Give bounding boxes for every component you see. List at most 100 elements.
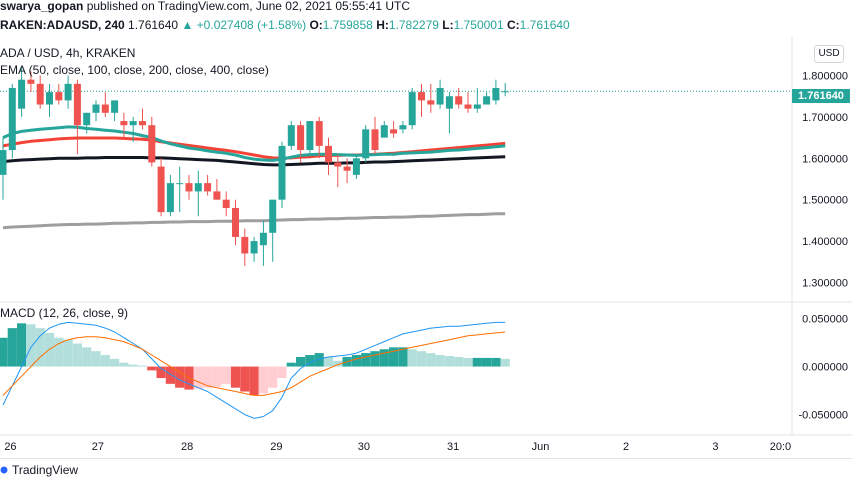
- macd-histogram-bar: [314, 353, 324, 367]
- symbol-label: RAKEN:ADAUSD, 240: [0, 18, 125, 32]
- candle-body: [157, 166, 165, 213]
- macd-histogram-bar: [277, 366, 287, 379]
- candle-body: [148, 125, 156, 163]
- time-tick-label: 30: [358, 441, 370, 453]
- candle-body: [408, 92, 416, 126]
- low-label: L:: [442, 18, 454, 32]
- candle-body: [222, 199, 230, 208]
- macd-histogram-bar: [323, 356, 334, 367]
- candle-body: [36, 83, 44, 105]
- footer-brand[interactable]: TradingView: [12, 463, 79, 477]
- macd-histogram-bar: [203, 366, 213, 388]
- price-tick-label: 1.700000: [802, 112, 848, 124]
- macd-histogram-bar: [54, 337, 64, 367]
- tradingview-logo-icon: [0, 466, 8, 474]
- macd-histogram-bar: [389, 347, 399, 367]
- time-tick-label: 27: [92, 441, 104, 453]
- candle-body: [492, 87, 500, 101]
- time-tick-label: 29: [270, 441, 282, 453]
- open-label: O:: [309, 18, 323, 32]
- macd-histogram-bar: [82, 347, 92, 367]
- macd-histogram-bar: [258, 366, 268, 394]
- candle-body: [343, 166, 351, 171]
- candle-body: [129, 121, 137, 126]
- macd-histogram-bar: [165, 366, 175, 384]
- macd-histogram-bar: [100, 355, 110, 367]
- candle-body: [325, 145, 332, 163]
- time-tick-label: 20:0: [770, 441, 791, 453]
- author-name[interactable]: swarya_gopan: [0, 0, 84, 13]
- macd-histogram-bar: [212, 366, 222, 387]
- macd-histogram-bar: [305, 355, 315, 367]
- candle-body: [352, 158, 360, 175]
- currency-badge[interactable]: USD: [814, 45, 844, 63]
- footer: TradingView: [0, 458, 852, 486]
- macd-histogram-bar: [379, 349, 389, 367]
- candle-body: [73, 83, 81, 126]
- high-value: 1.782279: [388, 18, 439, 32]
- candle-body: [194, 183, 202, 192]
- macd-histogram-bar: [351, 355, 361, 367]
- candle-body: [464, 104, 472, 109]
- macd-tick-label: 0.050000: [802, 314, 848, 326]
- macd-histogram-bar: [426, 353, 436, 367]
- candle-body: [334, 162, 342, 167]
- candle-body: [46, 92, 53, 105]
- macd-line: [2, 321, 506, 419]
- ema-legend: EMA (50, close, 100, close, 200, close, …: [0, 63, 269, 77]
- candle-body: [287, 125, 295, 146]
- macd-histogram-bar: [128, 364, 138, 367]
- macd-histogram-bar: [137, 365, 148, 367]
- candle-body: [418, 92, 425, 101]
- macd-histogram-bar: [333, 360, 343, 367]
- macd-histogram-bar: [361, 353, 371, 367]
- macd-histogram-bar: [156, 366, 166, 379]
- high-label: H:: [376, 18, 389, 32]
- chart-title: ADA / USD, 4h, KRAKEN: [0, 46, 136, 60]
- macd-histogram-bar: [472, 357, 482, 367]
- macd-histogram-bar: [268, 366, 278, 388]
- candle-body: [55, 92, 63, 101]
- macd-histogram-bar: [370, 351, 380, 367]
- candle-body: [278, 145, 286, 200]
- macd-legend: MACD (12, 26, close, 9): [0, 306, 129, 320]
- candle-body: [166, 183, 174, 213]
- candle-body: [120, 121, 128, 126]
- price-tick-label: 1.400000: [802, 236, 848, 248]
- ema100-line: [2, 136, 506, 160]
- time-tick-label: 26: [4, 441, 16, 453]
- candle-body: [445, 96, 453, 109]
- chart-area[interactable]: 1.800000 1.700000 1.600000 1.500000 1.400000…: [0, 37, 852, 457]
- macd-histogram-bar: [193, 366, 203, 389]
- macd-histogram-bar: [286, 362, 296, 367]
- price-tick-label: 1.500000: [802, 195, 848, 207]
- publish-info: swarya_gopan published on TradingView.co…: [0, 0, 852, 14]
- time-tick-label: 31: [447, 441, 459, 453]
- price-tick-label: 1.300000: [802, 277, 848, 289]
- time-tick-label: 2: [623, 441, 629, 453]
- last-price-tag: 1.761640: [792, 89, 850, 103]
- macd-histogram-bar: [398, 347, 408, 367]
- candle-body: [259, 232, 267, 246]
- candle-body: [176, 183, 184, 185]
- ema400-line: [2, 212, 506, 230]
- last-price: 1.761640: [128, 18, 179, 32]
- candle-body: [362, 129, 370, 159]
- macd-histogram-bar: [407, 349, 417, 367]
- macd-histogram-bar: [0, 337, 8, 367]
- price-chart[interactable]: 1.800000 1.700000 1.600000 1.500000 1.400000…: [0, 37, 852, 457]
- open-value: 1.759858: [322, 18, 373, 32]
- candle-body: [139, 121, 146, 126]
- time-tick-label: Jun: [532, 441, 550, 453]
- candle-body: [306, 121, 314, 151]
- macd-histogram-bar: [7, 328, 17, 367]
- symbol-info-bar: RAKEN:ADAUSD, 240 1.761640 ▲ +0.027408 (…: [0, 17, 852, 33]
- macd-histogram-bar: [175, 366, 185, 388]
- macd-tick-label: 0.000000: [802, 362, 848, 374]
- candle-body: [18, 79, 26, 109]
- candle-body: [27, 79, 35, 84]
- candle-body: [436, 87, 444, 105]
- candle-body: [390, 129, 398, 134]
- candle-body: [232, 207, 239, 237]
- candle-body: [473, 104, 481, 109]
